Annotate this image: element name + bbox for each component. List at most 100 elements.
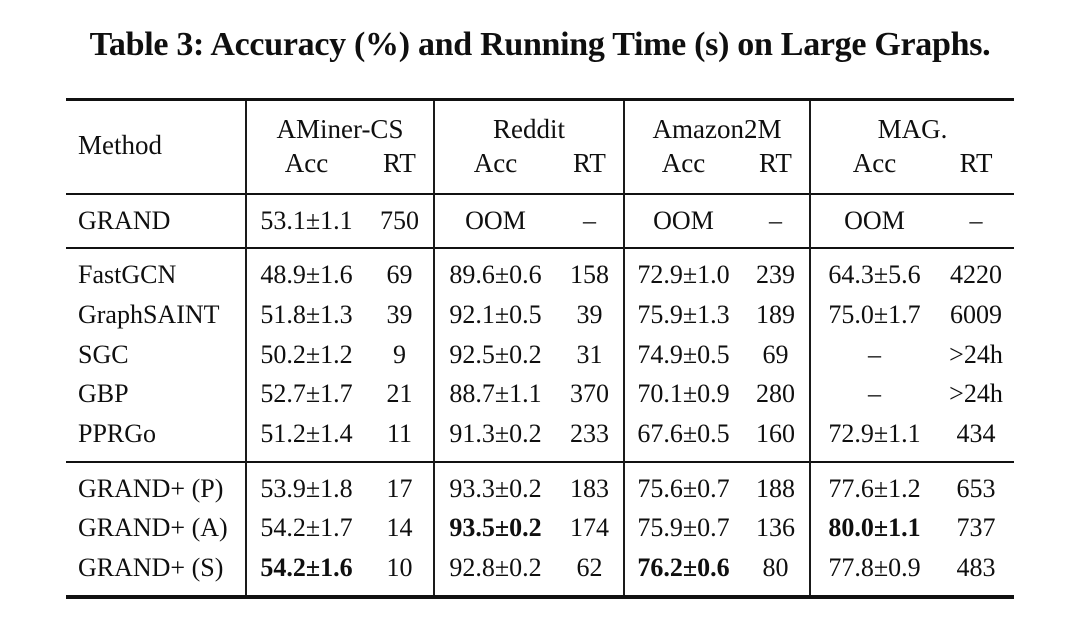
- rt-cell: –: [582, 205, 596, 235]
- method-cell: GBP: [77, 379, 129, 409]
- table-row: GRAND+ (P) 53.9±1.8 17 93.3±0.2 183 75.6±0.7 1…: [66, 461, 1014, 510]
- rt-cell: 10: [386, 553, 413, 583]
- table-row: GRAND+ (A) 54.2±1.7 14 93.5±0.2 174 75.9±0.7 1…: [66, 509, 1014, 550]
- subheader-aminer-rt: RT: [383, 147, 416, 178]
- subheader-amazon-rt: RT: [759, 147, 792, 178]
- acc-cell: 92.1±0.5: [432, 296, 556, 336]
- acc-cell: 77.6±1.2: [809, 461, 938, 510]
- rt-cell: >24h: [949, 339, 1003, 369]
- rt-cell: 188: [755, 473, 795, 503]
- table-row: FastGCN 48.9±1.6 69 89.6±0.6 158 72.9±1.0 239 6…: [66, 248, 1014, 297]
- rt-cell: 80: [762, 553, 789, 583]
- acc-cell: 54.2±1.6: [244, 549, 366, 597]
- acc-cell: 52.7±1.7: [244, 375, 366, 416]
- acc-cell: 76.2±0.6: [622, 549, 742, 597]
- table-header: Method AMiner-CS Reddit Amazon2M MAG. Ac…: [65, 99, 1015, 194]
- table-row: GRAND+ (S) 54.2±1.6 10 92.8±0.2 62 76.2±0.6 80…: [66, 549, 1014, 597]
- group-header-mag: MAG.: [808, 99, 1015, 146]
- table-caption: Table 3: Accuracy (%) and Running Time (…: [89, 26, 991, 63]
- acc-cell: 75.6±0.7: [622, 461, 742, 510]
- method-column-header: Method: [77, 130, 162, 161]
- acc-cell: 74.9±0.5: [622, 335, 742, 376]
- acc-cell: 75.0±1.7: [809, 296, 938, 336]
- method-cell: PPRGo: [77, 419, 157, 449]
- group-header-row: Method AMiner-CS Reddit Amazon2M MAG.: [66, 99, 1015, 160]
- acc-cell: 92.8±0.2: [432, 549, 556, 597]
- rt-cell: 17: [386, 473, 413, 503]
- rt-cell: 233: [569, 419, 609, 449]
- acc-cell: 51.2±1.4: [244, 415, 366, 462]
- acc-cell: 70.1±0.9: [622, 375, 742, 416]
- acc-cell: OOM: [432, 193, 556, 249]
- acc-cell: 92.5±0.2: [432, 335, 556, 376]
- table-row: SGC 50.2±1.2 9 92.5±0.2 31 74.9±0.5 69– >24h: [66, 335, 1014, 376]
- acc-cell: 75.9±0.7: [622, 509, 742, 550]
- method-cell: GRAND+ (S): [77, 553, 224, 583]
- method-cell: SGC: [77, 339, 129, 369]
- rt-cell: 434: [956, 419, 996, 449]
- acc-cell: 53.1±1.1: [244, 193, 366, 249]
- acc-cell: 91.3±0.2: [432, 415, 556, 462]
- acc-cell: 93.5±0.2: [432, 509, 556, 550]
- acc-cell: 88.7±1.1: [432, 375, 556, 416]
- acc-cell: 89.6±0.6: [432, 248, 556, 297]
- section-grand-plus: GRAND+ (P) 53.9±1.8 17 93.3±0.2 183 75.6±0.7 1…: [66, 461, 1014, 597]
- subheader-reddit-rt: RT: [573, 147, 606, 178]
- acc-cell: 93.3±0.2: [432, 461, 556, 510]
- acc-cell: 64.3±5.6: [809, 248, 938, 297]
- group-header-amazon2m: Amazon2M: [622, 99, 810, 146]
- rt-cell: 280: [755, 379, 795, 409]
- rt-cell: 370: [569, 379, 609, 409]
- rt-cell: 653: [956, 473, 996, 503]
- acc-cell: –: [809, 335, 938, 376]
- acc-cell: 77.8±0.9: [809, 549, 938, 597]
- rt-cell: 158: [569, 260, 609, 290]
- acc-cell: 50.2±1.2: [244, 335, 366, 376]
- subheader-amazon-acc: Acc: [622, 145, 742, 194]
- rt-cell: 21: [386, 379, 413, 409]
- rt-cell: 31: [576, 339, 603, 369]
- rt-cell: 183: [569, 473, 609, 503]
- rt-cell: 6009: [950, 300, 1002, 330]
- group-header-reddit: Reddit: [432, 99, 624, 146]
- rt-cell: 750: [379, 205, 419, 235]
- sub-header-row: Acc RT Acc RT Acc RT Acc RT: [66, 145, 1014, 194]
- acc-cell: 72.9±1.0: [622, 248, 742, 297]
- table-row: GraphSAINT 51.8±1.3 39 92.1±0.5 39 75.9±1.3 18…: [66, 296, 1014, 336]
- acc-cell: OOM: [809, 193, 938, 249]
- rt-cell: >24h: [949, 379, 1003, 409]
- acc-cell: 72.9±1.1: [809, 415, 938, 462]
- rt-cell: 69: [386, 260, 413, 290]
- acc-cell: 67.6±0.5: [622, 415, 742, 462]
- rt-cell: –: [768, 205, 782, 235]
- method-cell: FastGCN: [77, 260, 177, 290]
- method-cell: GraphSAINT: [77, 300, 220, 330]
- method-cell: GRAND+ (A): [77, 513, 228, 543]
- acc-cell: –: [809, 375, 938, 416]
- acc-cell: 54.2±1.7: [244, 509, 366, 550]
- rt-cell: 239: [755, 260, 795, 290]
- acc-cell: OOM: [622, 193, 742, 249]
- rt-cell: 174: [569, 513, 609, 543]
- rt-cell: 189: [755, 300, 795, 330]
- rt-cell: 14: [386, 513, 413, 543]
- rt-cell: 9: [392, 339, 406, 369]
- rt-cell: 39: [386, 300, 413, 330]
- rt-cell: 483: [956, 553, 996, 583]
- rt-cell: 136: [755, 513, 795, 543]
- section-grand: GRAND 53.1±1.1 750 OOM – OOM – OOM –: [65, 193, 1015, 249]
- table-row: GBP 52.7±1.7 21 88.7±1.1 370 70.1±0.9 280– >24h: [66, 375, 1014, 416]
- subheader-reddit-acc: Acc: [432, 145, 556, 194]
- table-row: GRAND 53.1±1.1 750 OOM – OOM – OOM –: [66, 193, 1014, 249]
- acc-cell: 75.9±1.3: [622, 296, 742, 336]
- rt-cell: 11: [386, 419, 412, 449]
- subheader-mag-rt: RT: [959, 147, 993, 178]
- group-header-aminer-cs: AMiner-CS: [244, 99, 434, 146]
- acc-cell: 48.9±1.6: [244, 248, 366, 297]
- section-baselines: FastGCN 48.9±1.6 69 89.6±0.6 158 72.9±1.0 239 6…: [65, 248, 1015, 462]
- rt-cell: 39: [576, 300, 603, 330]
- subheader-mag-acc: Acc: [809, 145, 938, 194]
- acc-cell: 80.0±1.1: [809, 509, 938, 550]
- method-cell: GRAND: [77, 205, 171, 235]
